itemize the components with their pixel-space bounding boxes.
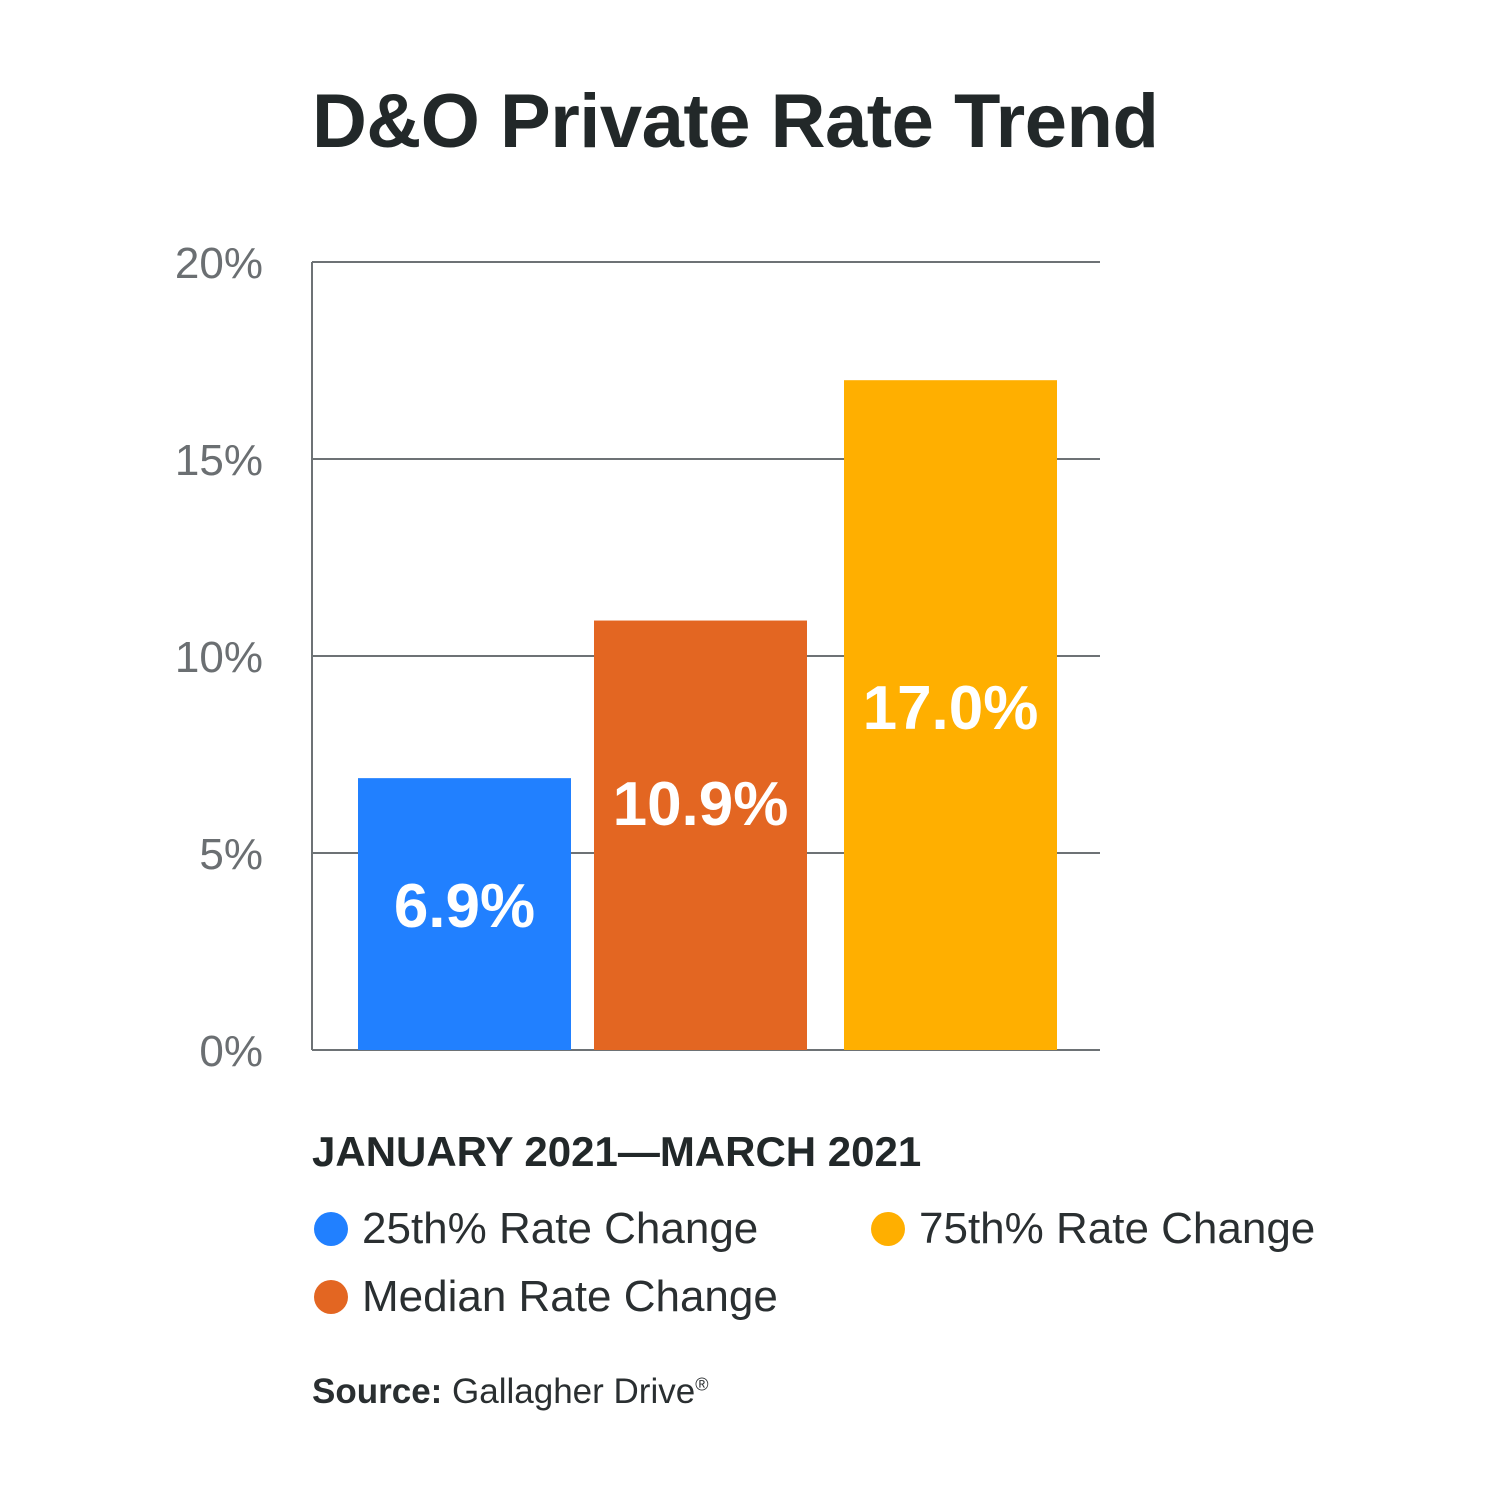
- legend-label: Median Rate Change: [362, 1272, 778, 1321]
- registered-mark: ®: [695, 1374, 709, 1395]
- legend-dot-icon: [314, 1280, 348, 1314]
- legend-label: 75th% Rate Change: [919, 1204, 1316, 1253]
- legend-item-median: Median Rate Change: [314, 1272, 778, 1322]
- y-tick-label: 0%: [199, 1027, 263, 1076]
- bar-value-label: 6.9%: [394, 872, 535, 941]
- legend-item-25th: 25th% Rate Change: [314, 1204, 758, 1254]
- chart-subtitle: JANUARY 2021—MARCH 2021: [312, 1128, 922, 1175]
- legend-label: 25th% Rate Change: [362, 1204, 759, 1253]
- bar-1: [358, 778, 571, 1050]
- legend-dot-icon: [314, 1212, 348, 1246]
- legend-dot-icon: [871, 1212, 905, 1246]
- source-text: Gallagher Drive: [452, 1372, 696, 1411]
- bar-2: [594, 620, 807, 1050]
- chart-title: D&O Private Rate Trend: [312, 79, 1159, 164]
- bar-value-label: 17.0%: [863, 674, 1039, 743]
- y-tick-label: 15%: [175, 436, 263, 485]
- y-tick-label: 10%: [175, 633, 263, 682]
- legend-item-75th: 75th% Rate Change: [871, 1204, 1315, 1254]
- source-label: Source:: [312, 1372, 443, 1411]
- bar-value-label: 10.9%: [613, 770, 789, 839]
- y-tick-label: 20%: [175, 239, 263, 288]
- source-note: Source: Gallagher Drive®: [312, 1372, 708, 1412]
- bar-3: [844, 380, 1057, 1050]
- y-tick-label: 5%: [199, 830, 263, 879]
